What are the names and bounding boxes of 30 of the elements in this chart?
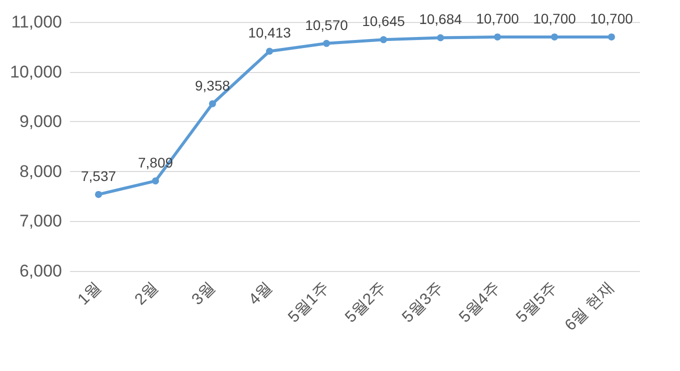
y-tick-label: 7,000 (19, 212, 62, 231)
data-label: 7,537 (80, 168, 116, 184)
y-tick-label: 8,000 (19, 162, 62, 181)
data-label: 9,358 (194, 77, 230, 94)
y-tick-label: 6,000 (19, 262, 62, 280)
x-tick-label: 1월 (74, 278, 105, 309)
data-label: 10,700 (533, 10, 576, 26)
point (152, 177, 159, 184)
point (95, 190, 102, 198)
x-tick-label: 3월 (188, 278, 219, 309)
x-tick-label: 2월 (132, 278, 162, 309)
x-tick-label: 6월 현재 (562, 278, 618, 334)
point (266, 48, 273, 55)
data-label: 10,684 (419, 11, 462, 28)
point (494, 33, 501, 40)
point (437, 34, 444, 42)
data-label: 10,700 (590, 10, 634, 26)
y-tick-label: 9,000 (19, 112, 62, 132)
data-label: 10,645 (362, 13, 406, 30)
data-label: 10,700 (476, 10, 520, 26)
point (323, 40, 330, 47)
x-tick-label: 4월 (246, 278, 276, 309)
point (380, 36, 387, 44)
y-tick-label: 11,000 (11, 12, 62, 32)
point (608, 33, 615, 40)
point (551, 33, 558, 40)
data-label: 10,570 (305, 16, 348, 33)
data-label: 10,413 (248, 24, 292, 41)
y-tick-label: 10,000 (10, 62, 62, 82)
point (209, 100, 216, 108)
